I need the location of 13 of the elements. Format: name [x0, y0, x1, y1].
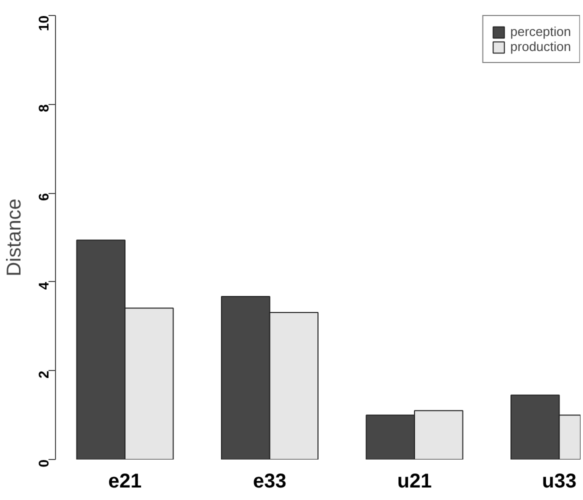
legend-label: perception	[510, 24, 571, 39]
y-tick-label: 10	[36, 15, 52, 32]
x-tick-label: u33	[542, 470, 577, 492]
y-tick-label: 6	[36, 192, 52, 201]
legend-label: production	[510, 39, 571, 54]
y-axis-title: Distance	[4, 198, 26, 276]
x-tick-label: e21	[108, 470, 142, 492]
y-tick-label: 8	[36, 104, 52, 112]
x-tick-label: u21	[397, 470, 432, 492]
y-tick-label: 4	[36, 282, 52, 290]
x-tick-label: e33	[253, 470, 286, 492]
y-tick-label: 2	[36, 370, 52, 378]
y-tick-label: 0	[36, 459, 52, 468]
